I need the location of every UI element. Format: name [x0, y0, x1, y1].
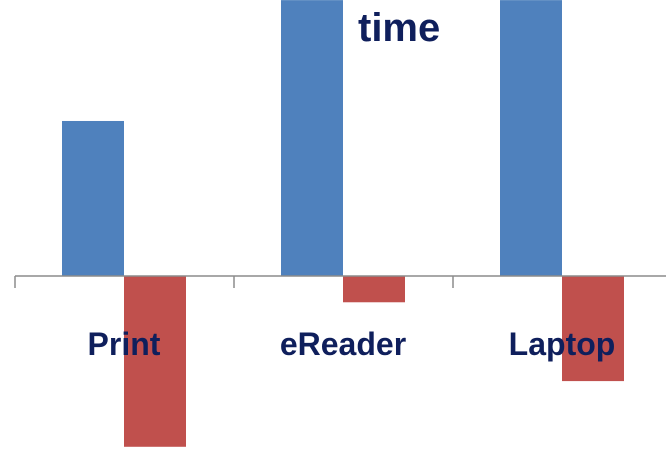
x-axis [14, 275, 666, 288]
category-label-laptop: Laptop [508, 326, 616, 362]
category-label-print: Print [87, 326, 161, 362]
bar-ereader-series-2 [343, 276, 405, 303]
chart-title: time [358, 6, 441, 50]
bar-print-series-2 [124, 276, 186, 447]
bar-ereader-series-1 [281, 0, 343, 277]
bar-laptop-series-2 [562, 276, 624, 382]
bar-print-series-1 [62, 120, 124, 276]
category-label-ereader: eReader [279, 326, 407, 362]
bar-laptop-series-1 [500, 0, 562, 277]
bars-group [62, 0, 624, 447]
